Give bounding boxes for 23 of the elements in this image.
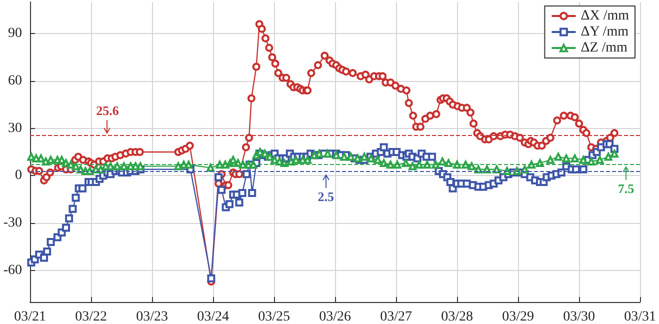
x-tick-label: 03/22 [75, 310, 107, 324]
legend-label: ΔY /mm [580, 24, 629, 40]
annotation: 25.6 [96, 103, 119, 120]
x-tick-label: 03/29 [502, 310, 534, 324]
y-tick-label: 0 [15, 168, 22, 184]
annotation: 7.5 [618, 180, 634, 197]
x-tick-label: 03/23 [136, 310, 168, 324]
x-tick-label: 03/31 [624, 310, 656, 324]
x-tick-label: 03/26 [319, 310, 351, 324]
x-tick-label: 03/21 [14, 310, 46, 324]
y-tick-label: 30 [8, 120, 22, 136]
y-tick-label: -30 [3, 216, 22, 231]
x-tick-label: 03/30 [563, 310, 595, 324]
x-tick-label: 03/27 [380, 310, 412, 324]
annotation: 2.5 [318, 188, 334, 205]
legend-label: ΔZ /mm [580, 40, 628, 56]
y-tick-label: -60 [3, 262, 22, 278]
x-tick-label: 03/28 [441, 310, 473, 324]
legend-label: ΔX /mm [580, 8, 630, 24]
x-tick-label: 03/24 [197, 310, 229, 324]
x-tick-label: 03/25 [258, 310, 290, 324]
y-tick-label: 60 [8, 73, 22, 88]
y-tick-label: 90 [8, 26, 22, 42]
